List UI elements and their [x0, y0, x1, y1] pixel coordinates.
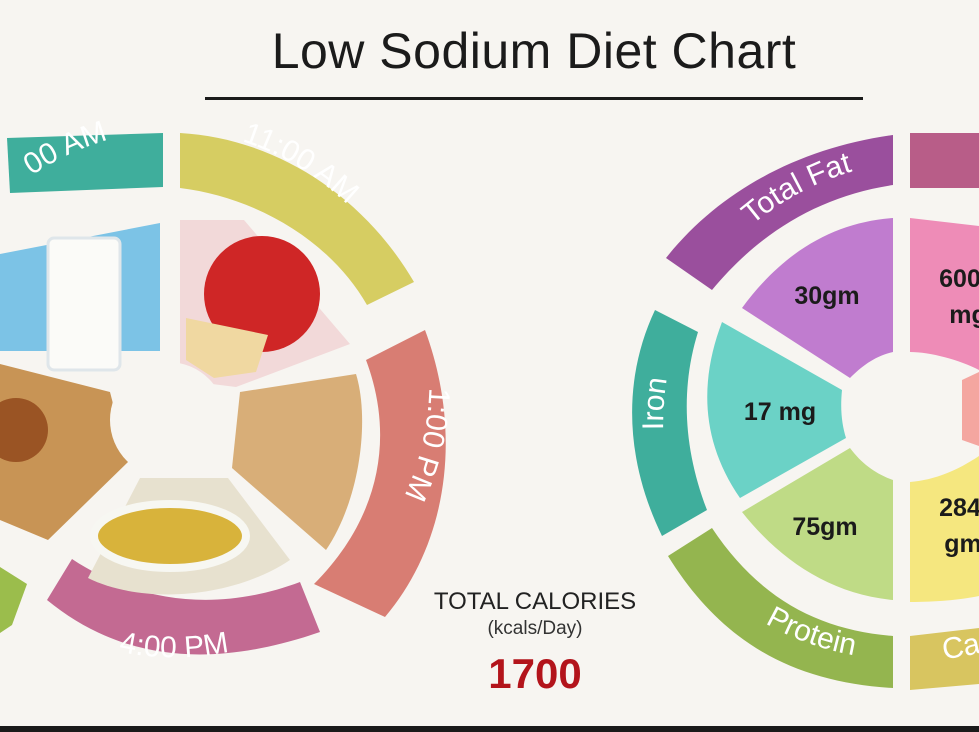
total-calories: TOTAL CALORIES (kcals/Day) 1700 [395, 588, 675, 698]
nutrient-ring [632, 133, 979, 690]
value-wedge-hidden [962, 372, 979, 446]
total-calories-unit: (kcals/Day) [487, 618, 583, 639]
ring-segment-protein [668, 528, 893, 688]
nutrient-wedges [707, 218, 979, 602]
milk-glass-icon [46, 236, 122, 372]
value-wedge-total-fat [742, 218, 893, 378]
nutrient-value-calcium-unit: gm [944, 530, 979, 558]
time-segment-evening [0, 567, 27, 633]
time-segment-1pm [314, 330, 446, 617]
value-wedge-calcium [910, 456, 979, 602]
apple-slice-icon [186, 318, 268, 378]
nutrient-value-total-fat: 30gm [794, 282, 859, 310]
time-segment-11am [180, 133, 414, 305]
nutrient-value-sodium-unit: mg [949, 301, 979, 329]
total-calories-value: 1700 [488, 650, 582, 697]
ring-segment-sodium [910, 133, 979, 188]
time-label-4pm: 4:00 PM [117, 626, 230, 664]
ring-label-calcium: Ca [940, 627, 979, 666]
nutrient-value-calcium: 284 [939, 494, 979, 522]
time-segment-morning [7, 133, 163, 193]
nutrient-value-protein: 75gm [792, 513, 857, 541]
page-title: Low Sodium Diet Chart [271, 23, 797, 79]
ring-segment-total-fat [666, 135, 893, 290]
nutrient-value-sodium: 600 [939, 265, 979, 293]
title-underline [205, 97, 863, 100]
ring-label-iron: Iron [637, 375, 674, 430]
value-wedge-sodium [910, 218, 979, 370]
food-wedges [0, 220, 363, 595]
nutrient-wheel-center [845, 356, 961, 472]
total-calories-label: TOTAL CALORIES [433, 588, 637, 615]
curry-bowl-icon [0, 398, 48, 462]
nutrient-value-iron: 17 mg [744, 398, 816, 426]
food-wedge-brown-rice [232, 374, 363, 550]
value-wedge-protein [742, 448, 893, 600]
value-wedge-iron [707, 322, 846, 498]
ring-segment-iron [632, 310, 707, 536]
bottom-border [0, 726, 979, 732]
soup-bowl-icon [90, 500, 250, 572]
apple-icon [204, 236, 320, 352]
ring-segment-calcium [910, 628, 979, 690]
wheel-center [110, 362, 226, 478]
